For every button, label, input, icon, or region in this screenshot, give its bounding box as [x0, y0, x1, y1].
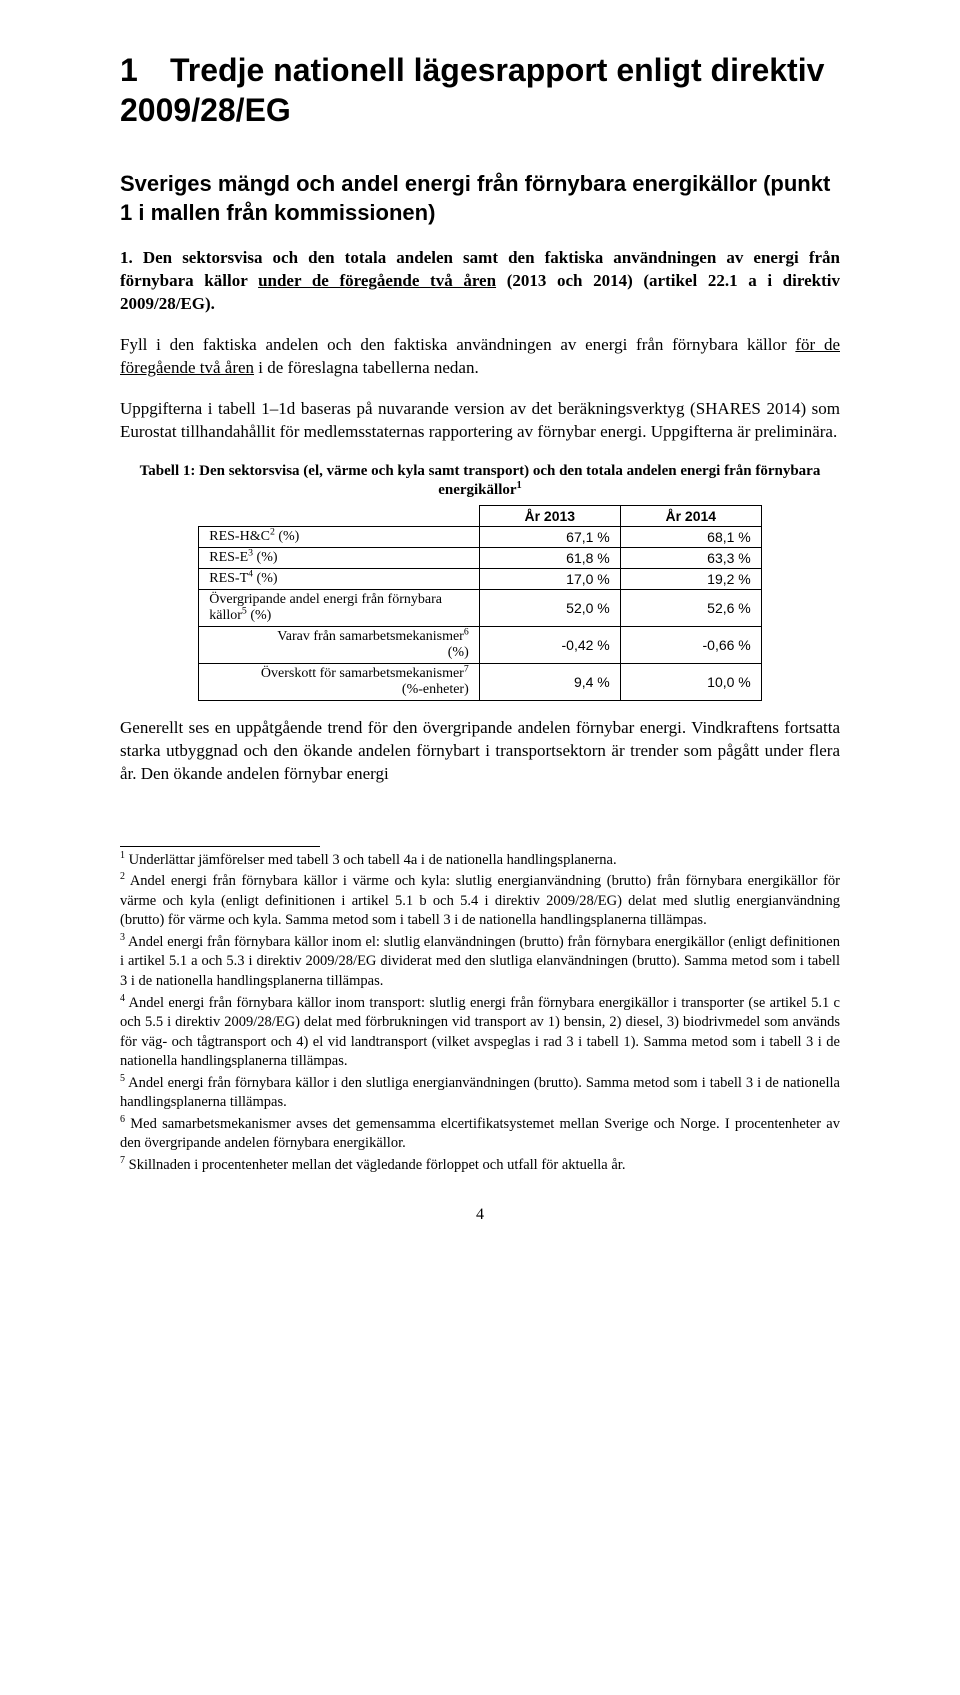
table-cell-2014: 10,0 %: [620, 663, 761, 700]
page-number: 4: [120, 1206, 840, 1224]
footnote: 7 Skillnaden i procentenheter mellan det…: [120, 1156, 840, 1176]
table-row: RES-T4 (%)17,0 %19,2 %: [199, 568, 762, 589]
footnote: 6 Med samarbetsmekanismer avses det geme…: [120, 1115, 840, 1154]
section-number: 1: [120, 50, 170, 90]
table-caption-text: Tabell 1: Den sektorsvisa (el, värme och…: [140, 463, 821, 499]
table-cell-2013: 52,0 %: [479, 589, 620, 626]
table-header-2014: År 2014: [620, 505, 761, 526]
question-paragraph: 1. Den sektorsvisa och den totala andele…: [120, 247, 840, 316]
table-row-label: Varav från samarbetsmekanismer6 (%): [199, 626, 480, 663]
table-row: Övergripande andel energi från förnybara…: [199, 589, 762, 626]
after-table-paragraph: Generellt ses en uppåtgående trend för d…: [120, 717, 840, 786]
table-caption: Tabell 1: Den sektorsvisa (el, värme och…: [120, 462, 840, 501]
table-row: Varav från samarbetsmekanismer6 (%)-0,42…: [199, 626, 762, 663]
data-table: År 2013 År 2014 RES-H&C2 (%)67,1 %68,1 %…: [198, 505, 762, 701]
table-row: RES-E3 (%)61,8 %63,3 %: [199, 547, 762, 568]
table-header-2013: År 2013: [479, 505, 620, 526]
table-cell-2014: 52,6 %: [620, 589, 761, 626]
table-cell-2014: 68,1 %: [620, 526, 761, 547]
footnote: 3 Andel energi från förnybara källor ino…: [120, 933, 840, 992]
para2-tail: i de föreslagna tabellerna nedan.: [254, 358, 479, 377]
table-caption-footnote-ref: 1: [517, 480, 522, 491]
table-row-label: RES-T4 (%): [199, 568, 480, 589]
document-page: 1Tredje nationell lägesrapport enligt di…: [60, 0, 900, 1264]
footnote: 1 Underlättar jämförelser med tabell 3 o…: [120, 851, 840, 871]
table-cell-2013: 61,8 %: [479, 547, 620, 568]
table-row-label: Överskott för samarbetsmekanismer7 (%-en…: [199, 663, 480, 700]
footnotes-block: 1 Underlättar jämförelser med tabell 3 o…: [120, 851, 840, 1176]
table-cell-2013: 67,1 %: [479, 526, 620, 547]
table-cell-2014: 63,3 %: [620, 547, 761, 568]
notes-paragraph: Uppgifterna i tabell 1–1d baseras på nuv…: [120, 398, 840, 444]
subheading: Sveriges mängd och andel energi från för…: [120, 170, 840, 227]
question-underlined: under de föregående två åren: [258, 271, 496, 290]
table-row: Överskott för samarbetsmekanismer7 (%-en…: [199, 663, 762, 700]
section-title-text: Tredje nationell lägesrapport enligt dir…: [120, 52, 824, 128]
table-header-blank: [199, 505, 480, 526]
table-cell-2014: 19,2 %: [620, 568, 761, 589]
table-cell-2013: 9,4 %: [479, 663, 620, 700]
table-cell-2013: 17,0 %: [479, 568, 620, 589]
footnote: 2 Andel energi från förnybara källor i v…: [120, 872, 840, 931]
table-row-label: RES-H&C2 (%): [199, 526, 480, 547]
table-cell-2014: -0,66 %: [620, 626, 761, 663]
para2-lead: Fyll i den faktiska andelen och den fakt…: [120, 335, 795, 354]
table-row-label: Övergripande andel energi från förnybara…: [199, 589, 480, 626]
table-header-row: År 2013 År 2014: [199, 505, 762, 526]
section-title: 1Tredje nationell lägesrapport enligt di…: [120, 50, 840, 130]
table-row-label: RES-E3 (%): [199, 547, 480, 568]
footnote-separator: [120, 846, 320, 847]
footnote: 4 Andel energi från förnybara källor ino…: [120, 994, 840, 1072]
footnote: 5 Andel energi från förnybara källor i d…: [120, 1074, 840, 1113]
table-cell-2013: -0,42 %: [479, 626, 620, 663]
table-row: RES-H&C2 (%)67,1 %68,1 %: [199, 526, 762, 547]
instruction-paragraph: Fyll i den faktiska andelen och den fakt…: [120, 334, 840, 380]
